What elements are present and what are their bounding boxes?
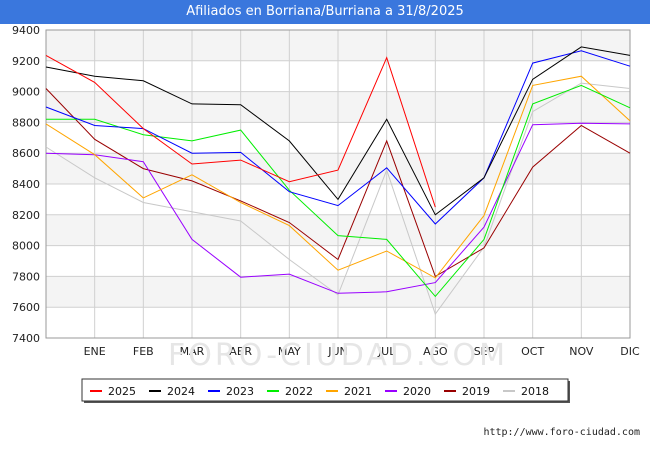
x-tick-label: MAY — [278, 345, 301, 358]
legend-label-2024: 2024 — [167, 385, 195, 398]
series-line-2021 — [45, 75, 631, 279]
x-tick-label: MAR — [180, 345, 205, 358]
legend-label-2019: 2019 — [462, 385, 490, 398]
x-tick-label: OCT — [521, 345, 544, 358]
source-url: http://www.foro-ciudad.com — [483, 427, 640, 438]
y-tick-label: 9000 — [12, 86, 40, 99]
y-tick-label: 8600 — [12, 147, 40, 160]
legend-box — [81, 378, 569, 402]
legend-label-2025: 2025 — [108, 385, 136, 398]
y-tick-label: 7600 — [12, 301, 40, 314]
series-line-2020 — [45, 122, 631, 294]
x-tick-label: ABR — [229, 345, 252, 358]
y-tick-label: 9200 — [12, 55, 40, 68]
x-tick-label: DIC — [620, 345, 640, 358]
y-tick-label: 7400 — [12, 332, 40, 345]
series-line-2024 — [45, 46, 631, 216]
legend-label-2023: 2023 — [226, 385, 254, 398]
y-tick-label: 9400 — [12, 24, 40, 37]
y-tick-label: 8000 — [12, 240, 40, 253]
series-line-2018 — [45, 82, 631, 316]
chart-title: Afiliados en Borriana/Burriana a 31/8/20… — [0, 0, 650, 24]
x-tick-label: JUN — [327, 345, 348, 358]
y-tick-label: 8400 — [12, 178, 40, 191]
legend-label-2021: 2021 — [344, 385, 372, 398]
y-tick-label: 8200 — [12, 209, 40, 222]
series-line-2019 — [45, 88, 631, 278]
y-tick-label: 8800 — [12, 116, 40, 129]
x-tick-label: JUL — [377, 345, 396, 358]
legend-label-2022: 2022 — [285, 385, 313, 398]
x-tick-label: FEB — [133, 345, 154, 358]
watermark-text: FORO-CIUDAD.COM — [168, 338, 508, 373]
legend-label-2018: 2018 — [521, 385, 549, 398]
y-tick-label: 7800 — [12, 270, 40, 283]
x-tick-label: ENE — [84, 345, 106, 358]
legend-label-2020: 2020 — [403, 385, 431, 398]
x-tick-label: NOV — [569, 345, 594, 358]
x-tick-label: SEP — [474, 345, 495, 358]
series-line-2022 — [46, 84, 631, 298]
plot-border — [45, 29, 631, 339]
series-line-2025 — [45, 54, 436, 208]
x-tick-label: AGO — [423, 345, 448, 358]
